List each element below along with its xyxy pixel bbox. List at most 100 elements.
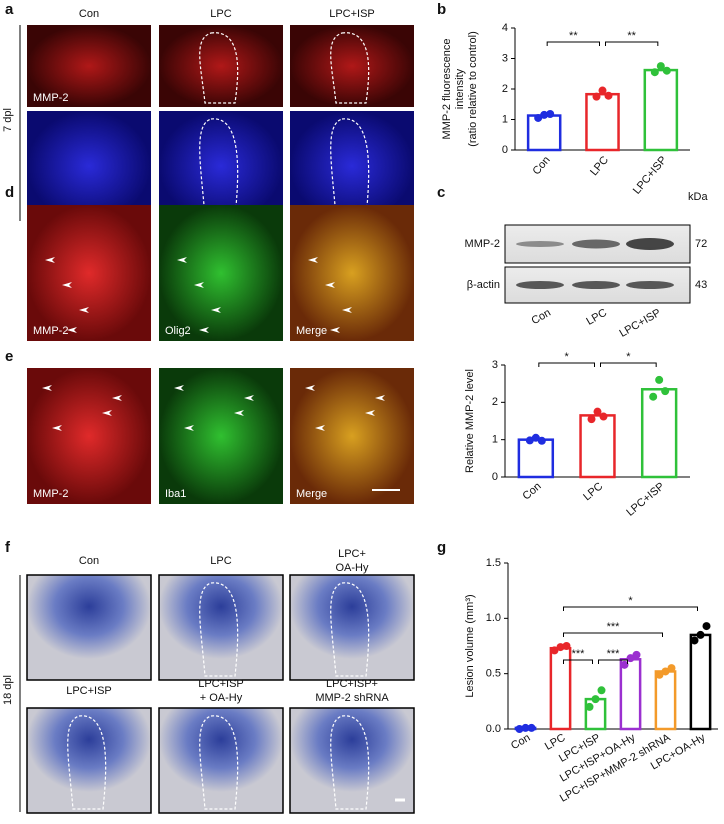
image-label: MMP-2 (33, 92, 68, 104)
image-label: Iba1 (165, 488, 186, 500)
y-tick-label: 4 (502, 22, 508, 34)
arrowhead (211, 307, 221, 313)
micrograph (27, 25, 151, 107)
band (572, 281, 620, 289)
data-point (655, 670, 664, 679)
data-point (662, 66, 671, 75)
bar (619, 658, 642, 731)
arrowhead (234, 410, 244, 416)
data-point (661, 667, 670, 676)
bar (643, 68, 679, 152)
arrowhead (45, 257, 55, 263)
unit-label: kDa (688, 191, 708, 203)
data-point (655, 375, 664, 384)
panel-letter: d (5, 184, 14, 201)
data-point (531, 433, 540, 442)
column-label: LPC (210, 555, 231, 567)
arrowhead (342, 307, 352, 313)
y-tick-label: 2 (502, 83, 508, 95)
arrowhead (315, 425, 325, 431)
column-label: LPC+ISP+ (326, 678, 378, 690)
micrograph (290, 111, 414, 221)
arrowhead (177, 257, 187, 263)
data-point (632, 650, 641, 659)
panel-letter: b (437, 1, 446, 18)
lesion-outline (199, 32, 239, 104)
band (626, 281, 674, 289)
y-axis-label: Relative MMP-2 level (464, 369, 476, 473)
column-label: Con (79, 555, 99, 567)
arrowhead (244, 395, 254, 401)
y-tick-label: 3 (492, 359, 498, 371)
data-point (650, 68, 659, 77)
bar (585, 92, 620, 152)
band (516, 241, 564, 247)
band (516, 281, 564, 289)
micrograph (159, 368, 283, 504)
x-tick-label: LPC (588, 154, 611, 178)
y-axis-label: intensity (454, 68, 466, 109)
lesion-outline (199, 582, 239, 677)
y-tick-label: 1.5 (486, 557, 501, 569)
x-tick-label: LPC+ISP (624, 480, 667, 518)
column-label: LPC (210, 8, 231, 20)
arrowhead (42, 385, 52, 391)
column-label: LPC+ISP (66, 685, 112, 697)
arrowhead (305, 385, 315, 391)
data-point (702, 622, 711, 631)
significance-bracket (598, 659, 628, 664)
y-tick-label: 2 (492, 396, 498, 408)
significance-label: * (628, 595, 633, 607)
data-point (626, 654, 635, 663)
column-label: Con (79, 8, 99, 20)
lesion-outline (330, 32, 370, 104)
band-label: MMP-2 (465, 238, 500, 250)
bar (526, 114, 562, 152)
data-point (649, 392, 658, 401)
data-point (597, 686, 606, 695)
significance-bracket (563, 632, 663, 637)
micrograph (159, 25, 283, 107)
data-point (604, 91, 613, 100)
column-label: LPC+ (338, 548, 366, 560)
bar (517, 438, 555, 479)
lane-label: LPC+ISP (617, 307, 662, 340)
side-label: 18 dpl (2, 675, 14, 705)
data-point (598, 86, 607, 95)
bar (640, 388, 678, 479)
y-tick-label: 1 (492, 434, 498, 446)
y-tick-label: 0 (492, 471, 498, 483)
micrograph (159, 205, 283, 341)
significance-bracket (563, 606, 698, 611)
data-point (620, 660, 629, 669)
y-tick-label: 0.0 (486, 723, 501, 735)
micrograph (290, 25, 414, 107)
micrograph (27, 111, 151, 221)
significance-label: ** (627, 30, 636, 42)
micrograph (289, 574, 415, 681)
band-label: β-actin (467, 279, 500, 291)
micrograph (26, 574, 152, 681)
arrowhead (184, 425, 194, 431)
column-label: + OA-Hy (200, 692, 243, 704)
lesion-outline (330, 582, 370, 677)
data-point (525, 436, 534, 445)
data-point (667, 664, 676, 673)
data-point (592, 92, 601, 101)
arrowhead (199, 327, 209, 333)
micrograph (158, 574, 284, 681)
lesion-outline (330, 715, 370, 810)
column-label: OA-Hy (336, 562, 370, 574)
column-label: LPC+ISP (198, 678, 244, 690)
significance-label: ** (569, 30, 578, 42)
lane-label: Con (529, 307, 552, 327)
data-point (537, 436, 546, 445)
significance-label: * (565, 351, 570, 363)
y-tick-label: 0.5 (486, 668, 501, 680)
data-point (587, 415, 596, 424)
arrowhead (365, 410, 375, 416)
image-label: Merge (296, 488, 327, 500)
y-tick-label: 1 (502, 113, 508, 125)
lesion-outline (199, 715, 239, 810)
